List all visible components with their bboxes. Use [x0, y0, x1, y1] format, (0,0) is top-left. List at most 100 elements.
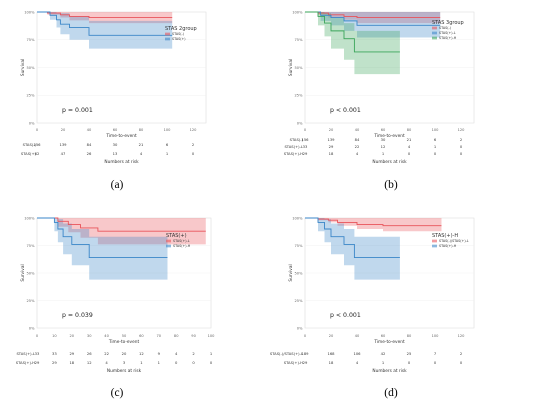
survival-curve [37, 11, 173, 36]
x-tick-label: 90 [191, 334, 196, 338]
survival-curve [37, 11, 173, 18]
risk-count: 42 [381, 352, 386, 356]
risk-count: 2 [192, 352, 194, 356]
risk-count: 1 [140, 361, 142, 365]
p-value: p = 0.039 [62, 312, 93, 319]
legend-title: STAS 2group [165, 26, 197, 32]
risk-count: 29 [303, 152, 308, 156]
y-tick-label: 0% [29, 121, 35, 125]
p-value: p < 0.001 [330, 312, 361, 319]
risk-count: 0 [434, 361, 437, 365]
y-tick-label: 100% [24, 216, 35, 220]
x-tick-label: 0 [36, 128, 39, 132]
y-tick-label: 25% [295, 299, 304, 303]
x-tick-label: 20 [329, 334, 334, 338]
risk-table-title: Numbers at risk [104, 159, 139, 165]
survival-curve [37, 217, 206, 232]
x-tick-label: 80 [174, 334, 179, 338]
legend-label: STAS(-) [439, 26, 451, 30]
risk-count: 26 [87, 152, 92, 156]
legend-title: STAS(+)-H [432, 233, 458, 239]
x-tick-label: 120 [190, 128, 198, 132]
risk-count: 156 [33, 143, 41, 147]
km-panel-c: 0%25%50%75%100%0 10 20 30 40 50 60 70 80 90 100Tim… [16, 216, 215, 399]
risk-row-label: STAS(+)-L [284, 145, 303, 149]
risk-count: 22 [104, 352, 109, 356]
legend-label: STAS(+) [172, 37, 186, 41]
risk-count: 30 [113, 143, 118, 147]
x-tick-label: 80 [407, 334, 412, 338]
panel-caption: (c) [111, 387, 124, 399]
y-tick-label: 50% [295, 271, 304, 275]
x-tick-label: 120 [458, 334, 466, 338]
risk-count: 33 [303, 145, 308, 149]
risk-row-label: STAS(+)-H [16, 361, 35, 365]
risk-count: 12 [381, 145, 386, 149]
risk-count: 4 [356, 361, 359, 365]
x-tick-label: 40 [87, 128, 92, 132]
risk-count: 0 [434, 152, 437, 156]
x-tick-label: 60 [381, 128, 386, 132]
risk-count: 0 [460, 361, 463, 365]
risk-count: 29 [35, 361, 40, 365]
risk-count: 18 [69, 361, 74, 365]
risk-count: 0 [210, 361, 213, 365]
risk-count: 30 [381, 138, 386, 142]
risk-count: 47 [61, 152, 66, 156]
risk-row-label: STAS(-) [290, 138, 304, 142]
ci-band [305, 12, 441, 38]
risk-count: 1 [382, 361, 384, 365]
risk-table-title: Numbers at risk [107, 368, 142, 374]
y-tick-label: 0% [297, 121, 303, 125]
risk-count: 6 [434, 138, 437, 142]
legend-label: STAS(-)/STAS(+)-L [439, 239, 469, 243]
legend-label: STAS(-) [172, 32, 184, 36]
x-tick-label: 0 [304, 334, 307, 338]
panel-caption: (b) [384, 179, 398, 191]
x-axis-title: Time-to-event [108, 339, 140, 345]
ci-band [37, 218, 168, 280]
x-tick-label: 40 [355, 128, 360, 132]
risk-count: 7 [434, 352, 437, 356]
risk-count: 29 [52, 361, 57, 365]
y-tick-label: 100% [292, 216, 303, 220]
risk-count: 3 [123, 361, 126, 365]
y-tick-label: 50% [27, 271, 36, 275]
risk-count: 168 [327, 352, 335, 356]
km-panel-b: 0%25%50%75%100%0 20 40 60 80 100 120Time-to-ev… [284, 10, 475, 191]
risk-count: 4 [408, 145, 411, 149]
ci-band [305, 218, 400, 280]
risk-count: 29 [69, 352, 74, 356]
x-tick-label: 30 [87, 334, 92, 338]
risk-row-label: STAS(+)-H [284, 152, 303, 156]
y-axis-title: Survival [288, 59, 294, 76]
risk-count: 12 [87, 361, 92, 365]
risk-count: 1 [166, 152, 168, 156]
risk-count: 0 [192, 152, 195, 156]
risk-row-label: STAS(-) [23, 143, 37, 147]
x-tick-label: 100 [432, 334, 440, 338]
x-axis-title: Time-to-event [105, 133, 137, 139]
x-tick-label: 80 [139, 128, 144, 132]
p-value: p < 0.001 [330, 107, 361, 114]
legend-label: STAS(+)-L [173, 239, 190, 243]
risk-count: 29 [329, 145, 334, 149]
risk-count: 29 [303, 361, 308, 365]
x-tick-label: 40 [355, 334, 360, 338]
km-panel-d: 0%25%50%75%100%0 20 40 60 80 100 120Time-to-ev… [270, 216, 475, 399]
x-tick-label: 60 [139, 334, 144, 338]
y-tick-label: 75% [27, 244, 36, 248]
risk-count: 13 [113, 152, 118, 156]
risk-count: 18 [329, 152, 334, 156]
y-axis-title: Survival [20, 59, 26, 76]
survival-curve [305, 217, 400, 259]
survival-curve [37, 217, 168, 259]
risk-row-label: STAS(+)-L [16, 352, 35, 356]
risk-row-label: STAS(+) [21, 152, 37, 156]
risk-count: 189 [301, 352, 309, 356]
legend-title: STAS 3group [432, 20, 464, 26]
y-tick-label: 25% [295, 94, 304, 98]
risk-count: 139 [327, 138, 335, 142]
risk-count: 12 [139, 352, 144, 356]
x-axis-title: Time-to-event [373, 133, 405, 139]
